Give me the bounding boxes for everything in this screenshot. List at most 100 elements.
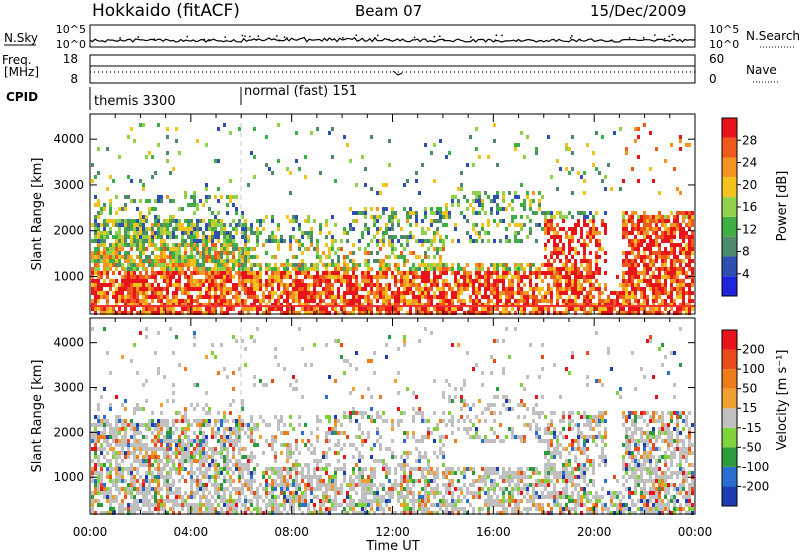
heatmap-cell [469,307,472,311]
heatmap-cell [577,219,580,223]
heatmap-cell [637,215,640,219]
heatmap-cell [178,439,181,443]
heatmap-cell [163,295,166,299]
heatmap-cell [250,335,253,339]
heatmap-cell [622,223,625,227]
heatmap-cell [214,231,217,235]
heatmap-cell [229,223,232,227]
heatmap-cell [589,259,592,263]
nsky-dot [153,38,155,41]
heatmap-cell [373,283,376,287]
heatmap-cell [520,183,523,187]
heatmap-cell [106,307,109,311]
heatmap-cell [457,263,460,267]
heatmap-cell [508,223,511,227]
heatmap-cell [235,431,238,435]
heatmap-cell [271,279,274,283]
heatmap-cell [190,491,193,495]
heatmap-cell [364,287,367,291]
heatmap-cell [568,259,571,263]
heatmap-cell [655,311,658,315]
heatmap-cell [367,267,370,271]
heatmap-cell [367,243,370,247]
heatmap-cell [376,215,379,219]
heatmap-cell [676,223,679,227]
heatmap-cell [385,271,388,275]
nsky-dot [249,35,251,38]
heatmap-cell [283,495,286,499]
heatmap-cell [199,295,202,299]
nave-label: Nave [746,63,777,77]
heatmap-cell [649,235,652,239]
heatmap-cell [367,295,370,299]
heatmap-cell [241,399,244,403]
heatmap-cell [172,307,175,311]
heatmap-cell [421,263,424,267]
heatmap-cell [334,339,337,343]
heatmap-cell [190,495,193,499]
heatmap-cell [244,247,247,251]
heatmap-cell [220,483,223,487]
heatmap-cell [118,419,121,423]
heatmap-cell [598,287,601,291]
heatmap-cell [403,283,406,287]
heatmap-cell [550,255,553,259]
heatmap-cell [100,291,103,295]
heatmap-cell [292,463,295,467]
heatmap-cell [190,439,193,443]
heatmap-cell [238,447,241,451]
heatmap-cell [232,487,235,491]
heatmap-cell [394,279,397,283]
heatmap-cell [124,207,127,211]
heatmap-cell [484,191,487,195]
heatmap-cell [655,235,658,239]
heatmap-cell [193,259,196,263]
heatmap-cell [280,511,283,515]
heatmap-cell [457,267,460,271]
heatmap-cell [331,271,334,275]
heatmap-cell [310,475,313,479]
heatmap-cell [160,227,163,231]
heatmap-cell [610,311,613,315]
heatmap-cell [163,267,166,271]
heatmap-cell [634,275,637,279]
heatmap-cell [187,439,190,443]
heatmap-cell [490,207,493,211]
heatmap-cell [319,279,322,283]
heatmap-cell [211,343,214,347]
heatmap-cell [622,251,625,255]
heatmap-cell [157,467,160,471]
heatmap-cell [376,307,379,311]
heatmap-cell [676,279,679,283]
heatmap-cell [679,191,682,195]
heatmap-cell [232,427,235,431]
heatmap-cell [559,211,562,215]
heatmap-cell [205,443,208,447]
heatmap-cell [217,299,220,303]
heatmap-cell [115,247,118,251]
heatmap-cell [283,275,286,279]
heatmap-cell [346,271,349,275]
heatmap-cell [502,195,505,199]
heatmap-cell [274,459,277,463]
heatmap-cell [199,463,202,467]
heatmap-cell [574,223,577,227]
heatmap-cell [193,223,196,227]
heatmap-cell [217,259,220,263]
heatmap-cell [538,291,541,295]
heatmap-cell [178,275,181,279]
heatmap-cell [679,211,682,215]
heatmap-cell [106,435,109,439]
heatmap-cell [187,267,190,271]
heatmap-cell [247,423,250,427]
heatmap-cell [337,291,340,295]
heatmap-cell [175,487,178,491]
heatmap-cell [475,199,478,203]
heatmap-cell [142,495,145,499]
heatmap-cell [130,199,133,203]
heatmap-cell [436,247,439,251]
heatmap-cell [142,443,145,447]
heatmap-cell [247,499,250,503]
heatmap-cell [259,495,262,499]
heatmap-cell [637,283,640,287]
